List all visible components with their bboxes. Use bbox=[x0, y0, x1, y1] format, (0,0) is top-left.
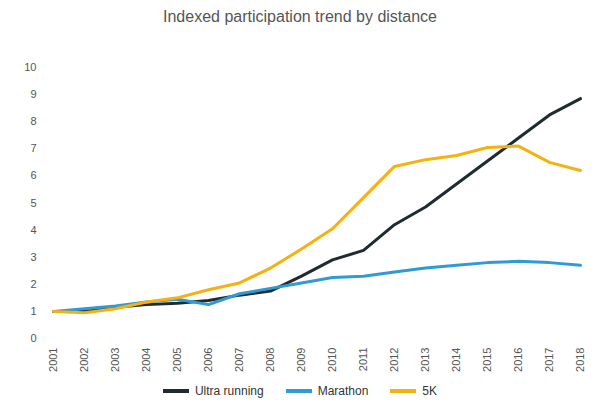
svg-text:0: 0 bbox=[30, 332, 36, 344]
svg-text:2014: 2014 bbox=[450, 348, 462, 372]
svg-text:2002: 2002 bbox=[78, 348, 90, 372]
svg-text:2006: 2006 bbox=[202, 348, 214, 372]
svg-text:2010: 2010 bbox=[326, 348, 338, 372]
svg-text:2017: 2017 bbox=[543, 348, 555, 372]
svg-text:10: 10 bbox=[24, 61, 36, 73]
html-text:Marathon: Marathon bbox=[317, 384, 369, 398]
svg-text:4: 4 bbox=[30, 224, 36, 236]
svg-text:3: 3 bbox=[30, 251, 36, 263]
svg-text:2: 2 bbox=[30, 278, 36, 290]
svg-text:8: 8 bbox=[30, 115, 36, 127]
svg-text:2016: 2016 bbox=[512, 348, 524, 372]
svg-text:2001: 2001 bbox=[47, 348, 59, 372]
html-text:Ultra running: Ultra running bbox=[195, 384, 264, 398]
svg-text:7: 7 bbox=[30, 142, 36, 154]
svg-text:1: 1 bbox=[30, 305, 36, 317]
svg-text:9: 9 bbox=[30, 88, 36, 100]
svg-text:2018: 2018 bbox=[574, 348, 586, 372]
svg-text:2005: 2005 bbox=[171, 348, 183, 372]
svg-text:6: 6 bbox=[30, 169, 36, 181]
html-text:Indexed participation trend by: Indexed participation trend by distance bbox=[163, 8, 437, 25]
svg-text:2008: 2008 bbox=[264, 348, 276, 372]
svg-text:2007: 2007 bbox=[233, 348, 245, 372]
svg-text:2004: 2004 bbox=[140, 348, 152, 372]
svg-text:2015: 2015 bbox=[481, 348, 493, 372]
svg-text:2009: 2009 bbox=[295, 348, 307, 372]
svg-text:2012: 2012 bbox=[388, 348, 400, 372]
svg-text:2003: 2003 bbox=[109, 348, 121, 372]
svg-text:2011: 2011 bbox=[357, 348, 369, 372]
html-text:5K: 5K bbox=[422, 384, 437, 398]
svg-text:5: 5 bbox=[30, 197, 36, 209]
svg-text:2013: 2013 bbox=[419, 348, 431, 372]
